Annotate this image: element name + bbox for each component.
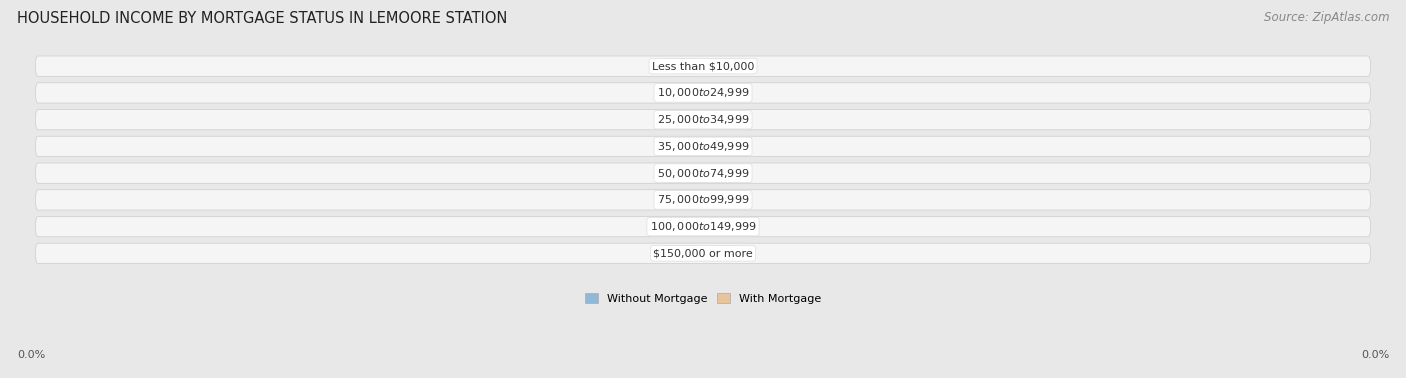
Text: 0.0%: 0.0%: [668, 222, 697, 232]
FancyBboxPatch shape: [35, 190, 1371, 210]
Text: $75,000 to $99,999: $75,000 to $99,999: [657, 194, 749, 206]
Text: 0.0%: 0.0%: [709, 88, 738, 98]
FancyBboxPatch shape: [35, 217, 1371, 237]
FancyBboxPatch shape: [35, 243, 1371, 263]
FancyBboxPatch shape: [706, 59, 741, 74]
FancyBboxPatch shape: [665, 192, 700, 208]
Text: 0.0%: 0.0%: [709, 115, 738, 125]
FancyBboxPatch shape: [706, 192, 741, 208]
Text: 0.0%: 0.0%: [668, 88, 697, 98]
FancyBboxPatch shape: [706, 246, 741, 261]
FancyBboxPatch shape: [35, 83, 1371, 103]
Text: 0.0%: 0.0%: [668, 248, 697, 258]
Text: 0.0%: 0.0%: [709, 248, 738, 258]
Text: $35,000 to $49,999: $35,000 to $49,999: [657, 140, 749, 153]
Text: $10,000 to $24,999: $10,000 to $24,999: [657, 87, 749, 99]
Text: Source: ZipAtlas.com: Source: ZipAtlas.com: [1264, 11, 1389, 24]
Text: 0.0%: 0.0%: [1361, 350, 1389, 360]
Text: $100,000 to $149,999: $100,000 to $149,999: [650, 220, 756, 233]
Text: 0.0%: 0.0%: [709, 222, 738, 232]
Text: $25,000 to $34,999: $25,000 to $34,999: [657, 113, 749, 126]
FancyBboxPatch shape: [706, 85, 741, 101]
Text: 0.0%: 0.0%: [668, 115, 697, 125]
Text: 0.0%: 0.0%: [709, 141, 738, 152]
FancyBboxPatch shape: [706, 219, 741, 234]
Text: $50,000 to $74,999: $50,000 to $74,999: [657, 167, 749, 180]
FancyBboxPatch shape: [706, 166, 741, 181]
FancyBboxPatch shape: [35, 163, 1371, 183]
FancyBboxPatch shape: [665, 219, 700, 234]
Text: HOUSEHOLD INCOME BY MORTGAGE STATUS IN LEMOORE STATION: HOUSEHOLD INCOME BY MORTGAGE STATUS IN L…: [17, 11, 508, 26]
FancyBboxPatch shape: [665, 112, 700, 127]
Text: $150,000 or more: $150,000 or more: [654, 248, 752, 258]
FancyBboxPatch shape: [665, 166, 700, 181]
Legend: Without Mortgage, With Mortgage: Without Mortgage, With Mortgage: [581, 289, 825, 308]
FancyBboxPatch shape: [665, 85, 700, 101]
FancyBboxPatch shape: [35, 110, 1371, 130]
FancyBboxPatch shape: [665, 139, 700, 154]
Text: 0.0%: 0.0%: [668, 195, 697, 205]
Text: Less than $10,000: Less than $10,000: [652, 61, 754, 71]
Text: 0.0%: 0.0%: [709, 61, 738, 71]
Text: 0.0%: 0.0%: [668, 61, 697, 71]
FancyBboxPatch shape: [35, 56, 1371, 76]
Text: 0.0%: 0.0%: [668, 168, 697, 178]
Text: 0.0%: 0.0%: [17, 350, 45, 360]
FancyBboxPatch shape: [35, 136, 1371, 156]
FancyBboxPatch shape: [706, 112, 741, 127]
Text: 0.0%: 0.0%: [709, 195, 738, 205]
Text: 0.0%: 0.0%: [709, 168, 738, 178]
Text: 0.0%: 0.0%: [668, 141, 697, 152]
FancyBboxPatch shape: [665, 246, 700, 261]
FancyBboxPatch shape: [706, 139, 741, 154]
FancyBboxPatch shape: [665, 59, 700, 74]
